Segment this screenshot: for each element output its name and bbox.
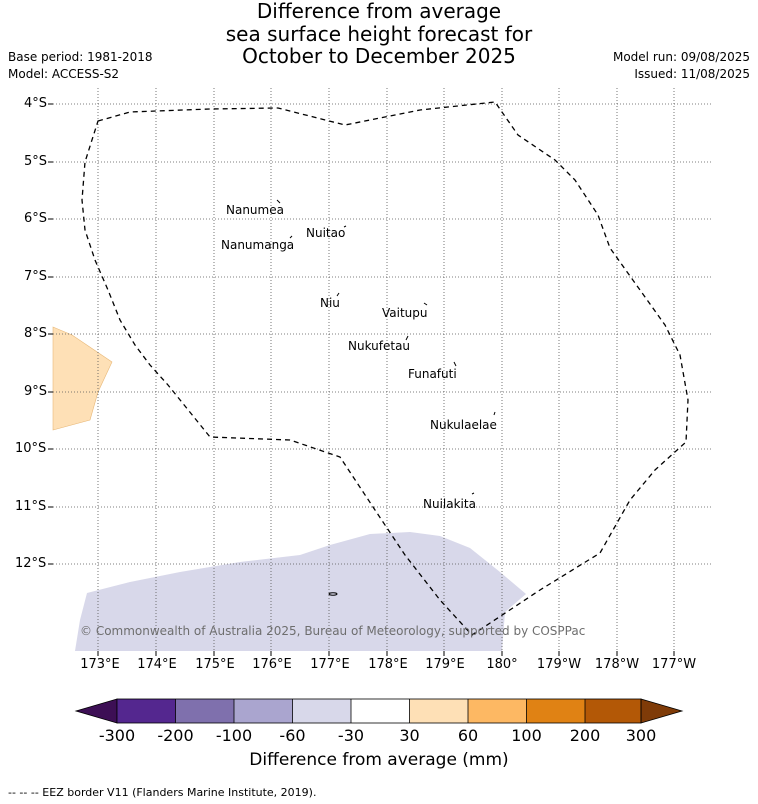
colorbar-bin-9 — [585, 699, 641, 723]
colorbar — [74, 698, 684, 724]
lat-label-4s: 4°S — [24, 96, 48, 111]
island-marker-nuitao — [343, 225, 347, 228]
lon-label-180: 180° — [486, 657, 518, 672]
lon-label-179e: 179°E — [425, 657, 465, 672]
lat-label-7s: 7°S — [24, 269, 48, 284]
lon-label-177e: 177°E — [310, 657, 350, 672]
lat-label-5s: 5°S — [24, 154, 48, 169]
colorbar-extend-low — [74, 698, 118, 724]
colorbar-extend-high — [640, 698, 684, 724]
island-label-nuilakita: Nuilakita — [423, 497, 476, 511]
colorbar-tick-7: 60 — [457, 726, 479, 745]
colorbar-bin-7 — [468, 699, 527, 723]
island-label-funafuti: Funafuti — [408, 367, 457, 381]
positive-anomaly-region — [52, 326, 113, 431]
lon-label-175e: 175°E — [195, 657, 235, 672]
lat-label-8s: 8°S — [24, 326, 48, 341]
lat-label-11s: 11°S — [15, 499, 47, 514]
lon-label-176e: 176°E — [252, 657, 292, 672]
issued-date: Issued: 11/08/2025 — [634, 67, 750, 81]
base-period: Base period: 1981-2018 — [8, 50, 153, 64]
lat-label-12s: 12°S — [15, 556, 47, 571]
lat-label-10s: 10°S — [15, 441, 47, 456]
colorbar-tick-4: -60 — [279, 726, 306, 745]
colorbar-label: Difference from average (mm) — [249, 750, 509, 770]
colorbar-bin-4 — [292, 699, 351, 723]
island-marker-nukulaelae — [493, 411, 496, 416]
lat-label-6s: 6°S — [24, 211, 48, 226]
colorbar-bin-2 — [175, 699, 234, 723]
island-label-nuitao: Nuitao — [306, 226, 346, 240]
colorbar-tick-1: -300 — [98, 726, 136, 745]
colorbar-tick-2: -200 — [157, 726, 194, 745]
lon-label-177w: 177°W — [651, 657, 697, 672]
colorbar-bin-6 — [409, 699, 468, 723]
island-marker-nanumea — [276, 199, 281, 204]
island-marker-funafuti — [453, 361, 457, 367]
colorbar-tick-10: 300 — [625, 726, 657, 745]
meta-left: Base period: 1981-2018 Model: ACCESS-S2 — [8, 49, 153, 83]
island-label-niu: Niu — [320, 296, 340, 310]
island-label-nukulaelae: Nukulaelae — [430, 418, 497, 432]
map-title: Difference from average sea surface heig… — [0, 0, 758, 68]
island-marker-nukufetau — [405, 335, 409, 341]
copyright-notice: © Commonwealth of Australia 2025, Bureau… — [80, 624, 586, 638]
eez-footnote: -- -- -- EEZ border V11 (Flanders Marine… — [8, 786, 317, 799]
island-label-nukufetau: Nukufetau — [348, 339, 411, 353]
lon-label-178e: 178°E — [368, 657, 408, 672]
colorbar-bin-3 — [234, 699, 293, 723]
model-run: Model run: 09/08/2025 — [612, 50, 750, 64]
island-markers — [276, 199, 496, 596]
island-marker-nuilakita — [471, 492, 475, 495]
title-line-2: sea surface height forecast for — [225, 21, 533, 46]
colorbar-bin-1 — [117, 699, 176, 723]
lat-label-9s: 9°S — [24, 384, 48, 399]
island-label-nanumanga: Nanumanga — [221, 238, 295, 252]
colorbar-bin-8 — [526, 699, 585, 723]
gridlines — [53, 88, 713, 651]
colorbar-tick-3: -100 — [215, 726, 253, 745]
eez-border — [81, 101, 689, 636]
island-label-nanumea: Nanumea — [226, 203, 284, 217]
colorbar-tick-6: 30 — [399, 726, 420, 745]
colorbar-tick-5: -30 — [337, 726, 365, 745]
model-name: Model: ACCESS-S2 — [8, 67, 120, 81]
island-marker-reef — [328, 592, 338, 596]
title-line-3: October to December 2025 — [242, 44, 516, 68]
island-marker-nanumanga — [289, 235, 293, 239]
colorbar-bin-5 — [351, 699, 410, 723]
colorbar-tick-9: 200 — [569, 726, 601, 745]
lon-label-174e: 174°E — [137, 657, 177, 672]
lon-label-173e: 173°E — [80, 657, 120, 672]
lon-label-179w: 179°W — [536, 657, 582, 672]
lon-label-178w: 178°W — [594, 657, 640, 672]
lat-ticks — [48, 103, 53, 565]
island-label-vaitupu: Vaitupu — [382, 306, 428, 320]
title-line-1: Difference from average — [256, 0, 502, 23]
island-marker-vaitupu — [423, 302, 428, 306]
lon-ticks — [97, 651, 675, 656]
island-marker-niu — [336, 292, 340, 297]
meta-right: Model run: 09/08/2025 Issued: 11/08/2025 — [613, 49, 750, 83]
negative-anomaly-region — [75, 532, 526, 651]
colorbar-tick-8: 100 — [511, 726, 542, 745]
